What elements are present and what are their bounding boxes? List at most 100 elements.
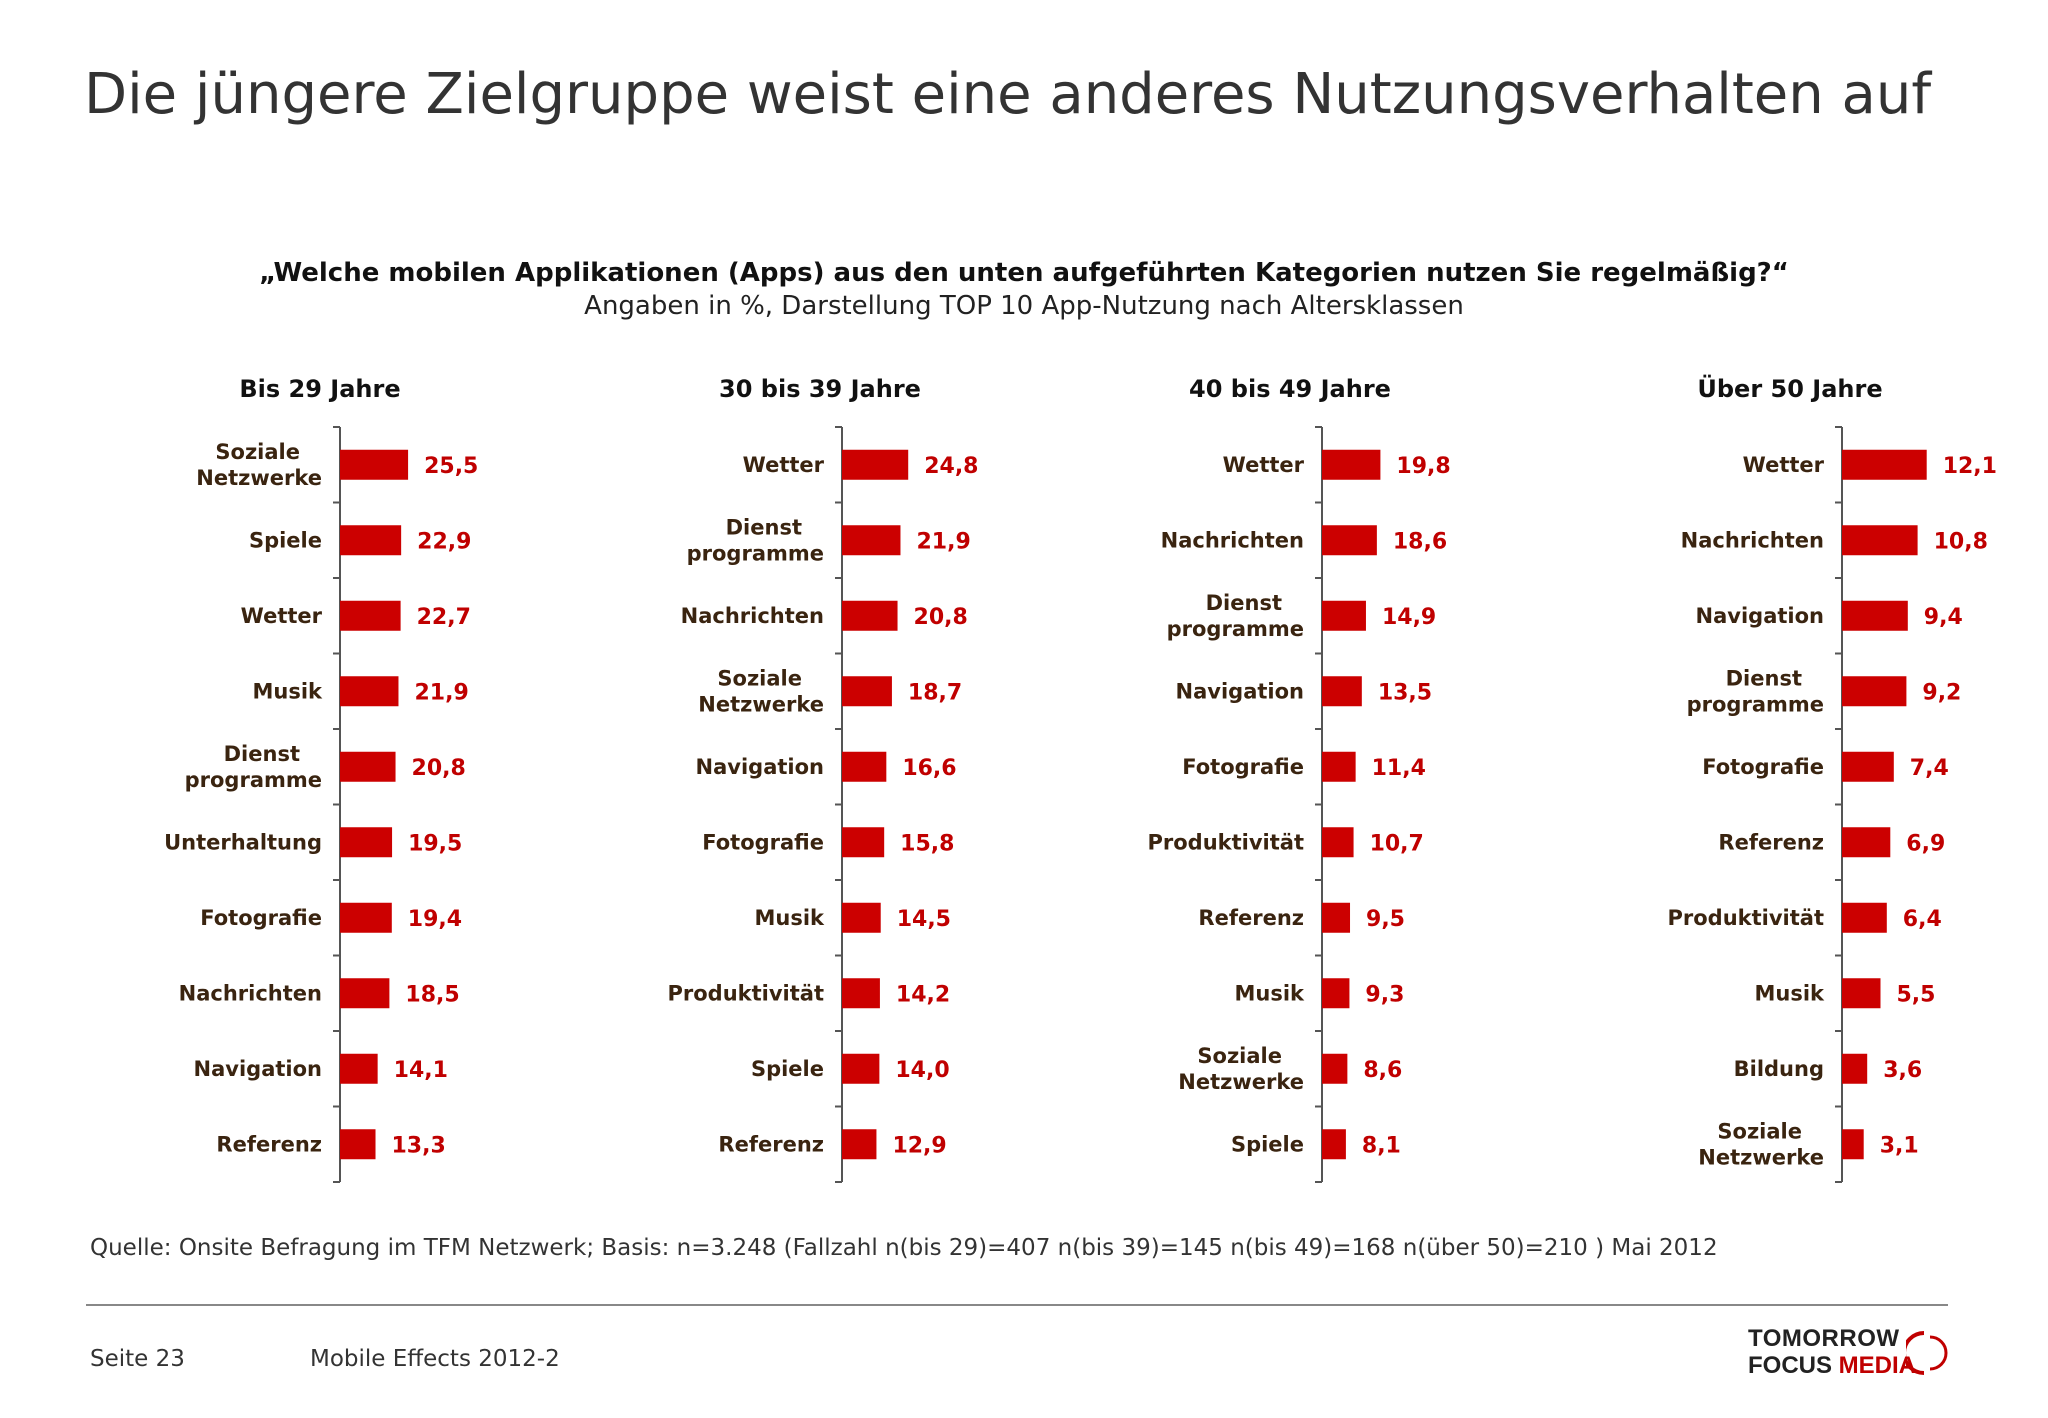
logo-mark-icon	[1906, 1331, 1948, 1375]
bar	[842, 1129, 877, 1160]
category-label: Referenz	[1718, 830, 1824, 854]
data-label: 10,7	[1370, 831, 1424, 856]
data-label: 6,4	[1903, 907, 1942, 932]
data-label: 24,8	[924, 454, 978, 479]
category-label: Referenz	[1198, 906, 1304, 930]
category-label: Soziale Netzwerke	[698, 666, 824, 716]
category-label-line: programme	[185, 768, 322, 792]
tomorrow-focus-media-logo: TOMORROW FOCUS MEDIA	[1748, 1325, 1958, 1385]
bar	[340, 1053, 378, 1084]
category-label: Musik	[754, 906, 825, 930]
document-title: Mobile Effects 2012-2	[310, 1346, 560, 1372]
category-label: Navigation	[194, 1057, 322, 1081]
bar	[340, 676, 399, 707]
data-label: 18,6	[1393, 529, 1447, 554]
category-label: Soziale Netzwerke	[1178, 1044, 1304, 1094]
panel-title: Über 50 Jahre	[1697, 375, 1883, 403]
data-label: 22,7	[417, 605, 471, 630]
category-label: Dienst programme	[1167, 591, 1304, 641]
category-label: Fotografie	[1702, 755, 1824, 779]
data-label: 18,5	[405, 982, 459, 1007]
category-label: Nachrichten	[681, 604, 824, 628]
bar	[842, 902, 881, 933]
data-label: 9,3	[1365, 982, 1404, 1007]
category-label-line: Soziale	[1717, 1119, 1802, 1143]
bar	[1322, 978, 1350, 1009]
bar	[1842, 449, 1927, 480]
chart-panel-bis-29: Bis 29 Jahre 25,5 Soziale Netzwerke 22,9 Spi…	[70, 375, 570, 1195]
bar	[1322, 525, 1377, 556]
category-label: Produktivität	[1148, 830, 1305, 854]
bar	[1842, 676, 1907, 707]
bar	[340, 827, 393, 858]
category-label: Wetter	[1223, 453, 1305, 477]
bar	[842, 978, 880, 1009]
bar	[340, 525, 402, 556]
source-note: Quelle: Onsite Befragung im TFM Netzwerk…	[90, 1235, 1718, 1261]
bar	[1842, 827, 1891, 858]
page-number: Seite 23	[90, 1346, 185, 1372]
bar	[842, 525, 901, 556]
category-label: Fotografie	[200, 906, 322, 930]
data-label: 6,9	[1906, 831, 1945, 856]
logo-text-media: MEDIA	[1838, 1352, 1917, 1379]
chart-panel-ueber-50: Über 50 Jahre 12,1 Wetter 10,8 Nachrichten 9…	[1540, 375, 2040, 1195]
category-label-line: Dienst	[224, 742, 300, 766]
category-label: Musik	[252, 679, 323, 703]
category-label-line: Netzwerke	[698, 692, 824, 716]
bar	[842, 600, 898, 631]
data-label: 7,4	[1910, 756, 1949, 781]
category-label: Fotografie	[1182, 755, 1304, 779]
bar	[1322, 827, 1354, 858]
category-label: Unterhaltung	[164, 830, 322, 854]
category-label: Referenz	[718, 1132, 824, 1156]
data-label: 8,6	[1363, 1058, 1402, 1083]
bar	[1322, 902, 1351, 933]
data-label: 25,5	[424, 454, 478, 479]
bar-chart-40-49: 19,8 Wetter 18,6 Nachrichten 14,9 Dienst progr…	[1148, 426, 1451, 1183]
category-label: Spiele	[751, 1057, 824, 1081]
category-label: Navigation	[696, 755, 824, 779]
data-label: 9,2	[1922, 680, 1961, 705]
category-label-line: Soziale	[1197, 1044, 1282, 1068]
category-label: Nachrichten	[1161, 528, 1304, 552]
category-label: Spiele	[1231, 1132, 1304, 1156]
data-label: 22,9	[417, 529, 471, 554]
bar	[340, 902, 392, 933]
bar	[842, 1053, 880, 1084]
data-label: 13,5	[1378, 680, 1432, 705]
data-label: 9,5	[1366, 907, 1405, 932]
data-label: 14,5	[897, 907, 951, 932]
data-label: 19,8	[1396, 454, 1450, 479]
category-label-line: Dienst	[1206, 591, 1282, 615]
category-label-line: Netzwerke	[1698, 1145, 1824, 1169]
category-label-line: Soziale	[717, 666, 802, 690]
bar	[842, 751, 887, 782]
data-label: 5,5	[1897, 982, 1936, 1007]
category-label: Referenz	[216, 1132, 322, 1156]
category-label: Musik	[1234, 981, 1305, 1005]
data-label: 18,7	[908, 680, 962, 705]
logo-text-line2: FOCUS MEDIA	[1748, 1352, 1916, 1380]
bar-chart-bis-29: 25,5 Soziale Netzwerke 22,9 Spiele 22,7 Wetter…	[164, 426, 478, 1183]
data-label: 16,6	[902, 756, 956, 781]
data-label: 19,5	[408, 831, 462, 856]
bar	[1322, 751, 1356, 782]
category-label: Bildung	[1734, 1057, 1824, 1081]
footer-divider	[86, 1304, 1948, 1306]
bar	[1322, 600, 1366, 631]
bar	[842, 676, 892, 707]
data-label: 20,8	[914, 605, 968, 630]
chart-panel-40-49: 40 bis 49 Jahre 19,8 Wetter 18,6 Nachrichte…	[1040, 375, 1540, 1195]
category-label: Nachrichten	[1681, 528, 1824, 552]
category-label-line: Netzwerke	[196, 466, 322, 490]
bar	[1842, 902, 1887, 933]
data-label: 13,3	[392, 1133, 446, 1158]
bar	[842, 449, 909, 480]
data-label: 21,9	[916, 529, 970, 554]
category-label-line: programme	[687, 541, 824, 565]
bar	[1842, 525, 1918, 556]
bar	[1322, 676, 1362, 707]
data-label: 11,4	[1372, 756, 1426, 781]
category-label: Dienst programme	[185, 742, 322, 792]
